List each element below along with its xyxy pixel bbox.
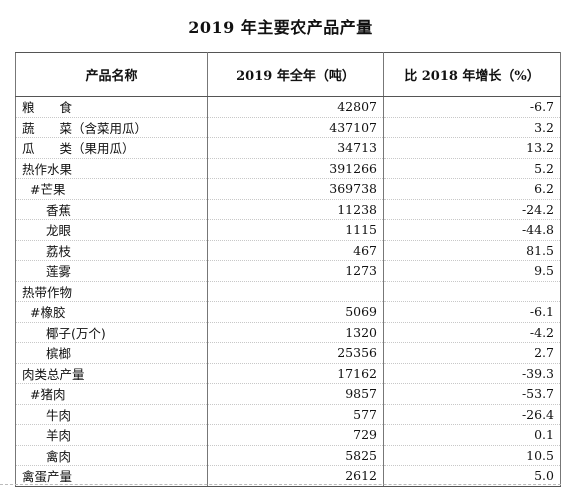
output-value-cell: 1273 [207,260,384,282]
table-row: 羊肉 729 0.1 [15,424,561,446]
table-row: 禽肉 5825 10.5 [15,445,561,466]
page-title: 2019 年主要农产品产量 [188,18,373,37]
growth-value-cell: -44.8 [383,219,561,241]
product-name-cell: 热作水果 [15,158,208,179]
growth-value-cell: 10.5 [383,445,561,466]
product-name-cell: 牛肉 [15,404,208,425]
growth-value-cell [383,281,561,302]
output-value-cell: 11238 [207,199,384,220]
product-name-cell: 龙眼 [15,219,208,241]
growth-value-cell: -6.1 [383,301,561,323]
product-name-cell: 粮 食 [15,96,208,118]
growth-value-cell: -4.2 [383,322,561,343]
product-name-cell: 香蕉 [15,199,208,220]
product-name-cell: 羊肉 [15,424,208,446]
growth-value-cell: 6.2 [383,178,561,200]
growth-value-cell: -26.4 [383,404,561,425]
table-row: 牛肉 577 -26.4 [15,404,561,425]
product-name-cell: 椰子(万个) [15,322,208,343]
header-growth: 比 2018 年增长（%） [383,52,561,97]
product-name-cell: 禽肉 [15,445,208,466]
growth-value-cell: -39.3 [383,363,561,384]
table-row: 龙眼 1115 -44.8 [15,219,561,241]
header-output-2019: 2019 年全年（吨） [207,52,384,97]
output-value-cell: 577 [207,404,384,425]
output-value-cell: 17162 [207,363,384,384]
table-row: 槟榔 25356 2.7 [15,342,561,364]
output-value-cell: 34713 [207,137,384,159]
output-value-cell: 467 [207,240,384,261]
output-value-cell: 42807 [207,96,384,118]
growth-value-cell: 5.2 [383,158,561,179]
table-row: 椰子(万个) 1320 -4.2 [15,322,561,343]
table-row: 热作水果 391266 5.2 [15,158,561,179]
output-value-cell: 2612 [207,465,384,487]
output-value-cell: 1115 [207,219,384,241]
output-value-cell: 369738 [207,178,384,200]
product-name-cell: #橡胶 [15,301,208,323]
output-value-cell: 1320 [207,322,384,343]
table-row: 香蕉 11238 -24.2 [15,199,561,220]
product-name-cell: #芒果 [15,178,208,200]
table-row: 禽蛋产量 2612 5.0 [15,465,561,487]
product-name-cell: 瓜 类（果用瓜） [15,137,208,159]
output-value-cell: 437107 [207,117,384,138]
product-name-cell: 槟榔 [15,342,208,364]
growth-value-cell: 9.5 [383,260,561,282]
table-row: #芒果 369738 6.2 [15,178,561,200]
growth-value-cell: 3.2 [383,117,561,138]
table-row: 瓜 类（果用瓜） 34713 13.2 [15,137,561,159]
table-row: #橡胶 5069 -6.1 [15,301,561,323]
growth-value-cell: -53.7 [383,383,561,405]
product-name-cell: 莲雾 [15,260,208,282]
table-row: 肉类总产量 17162 -39.3 [15,363,561,384]
growth-value-cell: 81.5 [383,240,561,261]
growth-value-cell: 0.1 [383,424,561,446]
growth-value-cell: 5.0 [383,465,561,487]
output-value-cell: 5069 [207,301,384,323]
growth-value-cell: -6.7 [383,96,561,118]
table-row: 荔枝 467 81.5 [15,240,561,261]
table-header-row: 产品名称 2019 年全年（吨） 比 2018 年增长（%） [15,52,561,97]
product-name-cell: 荔枝 [15,240,208,261]
output-value-cell: 391266 [207,158,384,179]
product-name-cell: #猪肉 [15,383,208,405]
table-row: 粮 食 42807 -6.7 [15,96,561,118]
table-row: 莲雾 1273 9.5 [15,260,561,282]
output-value-cell: 25356 [207,342,384,364]
production-table: 产品名称 2019 年全年（吨） 比 2018 年增长（%） 粮 食 42807-… [15,52,561,487]
product-name-cell: 热带作物 [15,281,208,302]
output-value-cell: 729 [207,424,384,446]
product-name-cell: 肉类总产量 [15,363,208,384]
page-bottom-divider [0,484,561,485]
output-value-cell: 9857 [207,383,384,405]
growth-value-cell: 2.7 [383,342,561,364]
table-row: #猪肉 9857 -53.7 [15,383,561,405]
growth-value-cell: 13.2 [383,137,561,159]
product-name-cell: 禽蛋产量 [15,465,208,487]
output-value-cell [207,281,384,302]
table-row: 蔬 菜（含菜用瓜） 437107 3.2 [15,117,561,138]
product-name-cell: 蔬 菜（含菜用瓜） [15,117,208,138]
output-value-cell: 5825 [207,445,384,466]
growth-value-cell: -24.2 [383,199,561,220]
header-product-name: 产品名称 [15,52,208,97]
table-row: 热带作物 [15,281,561,302]
